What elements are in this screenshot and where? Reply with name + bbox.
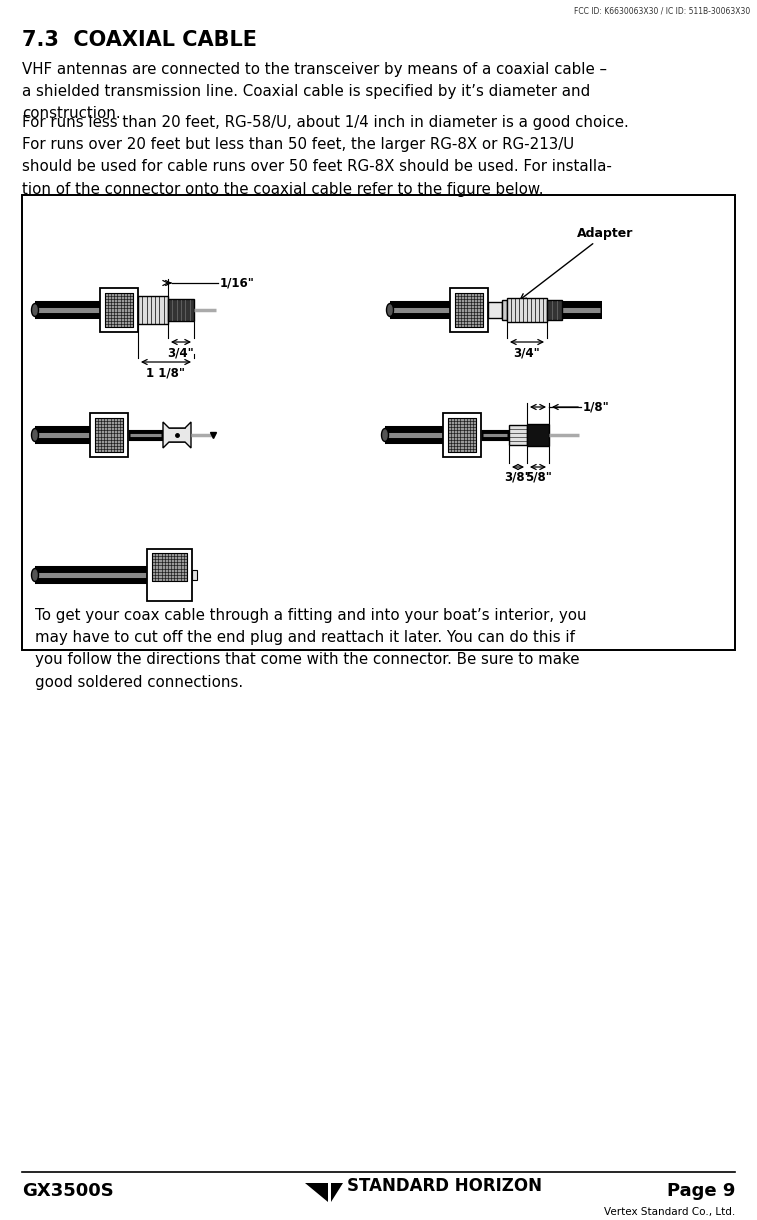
Bar [152, 553, 187, 581]
Ellipse shape [382, 428, 388, 442]
Bar [22, 195, 735, 650]
Ellipse shape [388, 305, 392, 315]
Bar [105, 293, 133, 327]
Bar [488, 303, 502, 318]
Text: 1/8": 1/8" [583, 400, 609, 414]
Bar [450, 288, 488, 332]
Bar [527, 425, 549, 447]
Ellipse shape [33, 429, 37, 440]
Text: 3/4": 3/4" [514, 346, 540, 359]
Text: To get your coax cable through a fitting and into your boat’s interior, you
may : To get your coax cable through a fitting… [35, 608, 587, 689]
Text: 1 1/8": 1 1/8" [147, 366, 185, 379]
Bar [547, 300, 562, 320]
Bar [95, 418, 123, 451]
Ellipse shape [33, 570, 37, 580]
Bar [138, 296, 168, 325]
Bar [147, 549, 192, 601]
Bar [168, 299, 194, 321]
Text: FCC ID: K6630063X30 / IC ID: 511B-30063X30: FCC ID: K6630063X30 / IC ID: 511B-30063X… [574, 7, 750, 16]
Ellipse shape [32, 428, 39, 442]
Bar [448, 418, 476, 451]
Text: 1/16": 1/16" [220, 277, 255, 289]
Bar [22, 195, 735, 650]
Bar [509, 425, 527, 445]
Text: For runs less than 20 feet, RG-58/U, about 1/4 inch in diameter is a good choice: For runs less than 20 feet, RG-58/U, abo… [22, 115, 629, 196]
Bar [192, 570, 197, 580]
Text: 5/8": 5/8" [525, 471, 551, 484]
Polygon shape [305, 1183, 328, 1202]
Text: STANDARD HORIZON: STANDARD HORIZON [347, 1177, 542, 1196]
Ellipse shape [383, 429, 387, 440]
Text: VHF antennas are connected to the transceiver by means of a coaxial cable –
a sh: VHF antennas are connected to the transc… [22, 62, 607, 122]
Text: Page 9: Page 9 [667, 1182, 735, 1200]
Text: 3/4": 3/4" [167, 346, 195, 359]
Ellipse shape [32, 569, 39, 582]
Polygon shape [163, 422, 191, 448]
Ellipse shape [387, 304, 394, 316]
Text: Vertex Standard Co., Ltd.: Vertex Standard Co., Ltd. [604, 1207, 735, 1218]
Text: Adapter: Adapter [577, 227, 633, 240]
Ellipse shape [33, 305, 37, 315]
Bar [90, 414, 128, 458]
Text: 3/8": 3/8" [505, 471, 531, 484]
Bar [443, 414, 481, 458]
Bar [455, 293, 483, 327]
Ellipse shape [32, 304, 39, 316]
Bar [502, 300, 507, 320]
Bar [100, 288, 138, 332]
Text: 7.3  COAXIAL CABLE: 7.3 COAXIAL CABLE [22, 30, 257, 50]
Polygon shape [331, 1183, 343, 1202]
Text: GX3500S: GX3500S [22, 1182, 114, 1200]
Bar [507, 298, 547, 322]
